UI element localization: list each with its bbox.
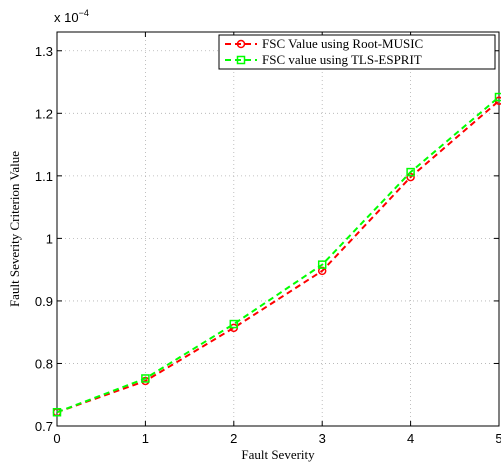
y-axis-title: Fault Severity Criterion Value [7,151,22,307]
y-tick-label: 1 [46,231,53,246]
y-tick-label: 0.9 [35,294,53,309]
ticks: 0 1 2 3 4 5 0.7 0.8 0.9 1 1.1 1.2 1.3 [35,32,501,446]
series-layer [52,92,501,417]
legend-label-tls-esprit: FSC value using TLS-ESPRIT [262,52,422,67]
y-tick-label: 1.2 [35,106,53,121]
legend-marker-tls-esprit [236,55,246,65]
x-tick-label: 1 [142,431,149,446]
legend: FSC Value using Root-MUSIC FSC value usi… [218,34,496,70]
data-point-tls-esprit [229,319,239,329]
series-line-tls-esprit [56,96,500,414]
y-tick-label: 0.8 [35,356,53,371]
data-point-tls-esprit [406,167,415,177]
x-tick-label: 2 [230,431,237,446]
y-multiplier: x 10−4 [54,8,89,25]
series-line-root-music [56,100,500,414]
data-point-tls-esprit [141,374,150,383]
legend-label-root-music: FSC Value using Root-MUSIC [262,36,423,51]
x-tick-label: 5 [495,431,501,446]
y-tick-label: 1.3 [35,44,53,59]
x-tick-label: 3 [319,431,326,446]
legend-marker-root-music [236,39,246,49]
data-point-tls-esprit [317,260,327,269]
plot-frame [56,31,500,427]
x-axis-title: Fault Severity [241,447,315,462]
data-point-tls-esprit [494,92,501,102]
data-point-tls-esprit [52,407,62,417]
y-tick-label: 1.1 [35,169,53,184]
x-tick-label: 0 [53,431,60,446]
data-point-root-music [406,172,415,182]
x-tick-label: 4 [407,431,414,446]
legend-box [218,34,496,70]
y-tick-label: 0.7 [35,419,53,434]
